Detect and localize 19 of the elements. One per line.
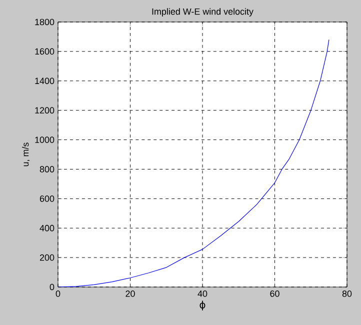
x-tick-label: 60 bbox=[270, 290, 280, 297]
x-tick-label: 40 bbox=[198, 290, 208, 297]
y-tick-label: 800 bbox=[40, 166, 54, 172]
x-tick-label: 20 bbox=[126, 290, 135, 297]
x-tick-label: 0 bbox=[56, 290, 60, 297]
y-tick-label: 1400 bbox=[35, 78, 54, 84]
y-tick-label: 200 bbox=[40, 254, 54, 261]
chart-title: Implied W-E wind velocity bbox=[152, 8, 254, 16]
x-axis-title: ϕ bbox=[200, 300, 206, 310]
y-tick-label: 0 bbox=[50, 284, 54, 290]
y-tick-label: 1800 bbox=[35, 18, 54, 26]
x-tick-label: 80 bbox=[342, 290, 352, 297]
y-tick-label: 1000 bbox=[35, 136, 54, 143]
line-series bbox=[58, 39, 330, 287]
y-tick-label: 1600 bbox=[35, 48, 54, 55]
y-tick-label: 1200 bbox=[35, 107, 54, 114]
y-tick-label: 400 bbox=[40, 224, 54, 232]
y-tick-label: 600 bbox=[40, 195, 54, 202]
y-axis-title: u, m/s bbox=[22, 142, 30, 166]
